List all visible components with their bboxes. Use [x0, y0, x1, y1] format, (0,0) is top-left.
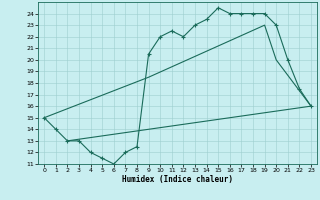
- X-axis label: Humidex (Indice chaleur): Humidex (Indice chaleur): [122, 175, 233, 184]
